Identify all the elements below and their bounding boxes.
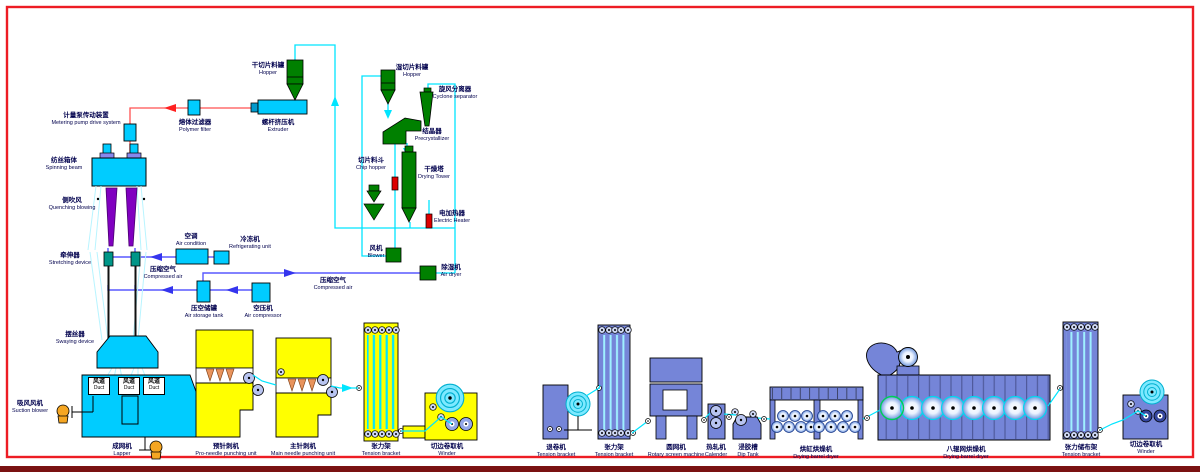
label-air-dryer: 除湿机 Air dryer <box>440 264 462 278</box>
label-calender: 热轧机 Calender <box>704 444 728 458</box>
spinneret-cones <box>96 187 146 247</box>
air-storage-tank-box <box>196 280 211 303</box>
label-precrystallizer: 结晶器 Precrystallizer <box>414 128 450 142</box>
melt-arrow <box>164 104 176 112</box>
label-swaying: 摆丝器 Swaying device <box>55 331 95 345</box>
dryer-exhaust-duct <box>866 342 910 377</box>
barrel-dryer-2-machine <box>866 342 1051 441</box>
swaying-device-shape <box>96 335 159 369</box>
dry-chip-hopper <box>286 59 304 101</box>
precrystallizer-shape <box>382 117 422 145</box>
drying-tower-shape <box>401 145 417 223</box>
label-rotary-screen: 圆网机 Rotary screen machine <box>647 444 705 458</box>
label-stretching: 牵伸器 Stretching device <box>48 252 92 266</box>
label-metering-pump: 计量泵传动装置 Metering pump drive system <box>51 112 121 126</box>
duct-box-1: 风道 Duct <box>88 377 110 395</box>
electric-heater-shape <box>425 213 433 229</box>
label-pre-needle: 预针刺机 Pro-needle punching unit <box>195 443 257 457</box>
label-suction-blower: 吸风风机 Suction blower <box>11 400 49 414</box>
main-needle-unit <box>275 337 338 438</box>
label-electric-heater: 电加热器 Electric Heater <box>433 210 471 224</box>
label-polymer-filter: 熔体过滤器 Polymer filter <box>178 119 212 133</box>
label-hopper-wet: 湿切片料罐 Hopper <box>395 64 429 78</box>
label-extruder: 螺杆挤压机 Extruder <box>261 119 295 133</box>
label-refrigerating: 冷冻机 Refrigerating unit <box>229 236 271 250</box>
label-air-compressor: 空压机 Air compressor <box>244 305 282 319</box>
duct-1-en: Duct <box>93 384 105 391</box>
air-dryer-box <box>419 265 437 281</box>
spinning-beam-machine <box>91 143 147 187</box>
duct-2-en: Duct <box>123 384 135 391</box>
label-cyclone: 旋风分离器 Cyclone separator <box>432 86 478 100</box>
blower-box <box>385 247 402 263</box>
tension-bracket-1-machine <box>356 322 404 442</box>
calender-machine <box>707 403 726 440</box>
label-blower: 风机 Blower <box>367 245 385 259</box>
label-unwinder: 退卷机 Tension bracket <box>536 444 576 458</box>
refrigerating-box <box>213 250 230 265</box>
label-hopper-dry: 干切片料罐 Hopper <box>251 62 285 76</box>
label-winder-2: 切边卷取机 Winder <box>1129 441 1163 455</box>
cyclone-separator-shape <box>419 87 434 127</box>
rotary-screen-machine-shape <box>649 357 703 440</box>
web-arrow-left <box>342 384 353 392</box>
air-arrows <box>150 253 296 294</box>
stretching-devices <box>103 251 141 348</box>
label-tension-bracket-3: 张力储布架 Tension bracket <box>1061 444 1101 458</box>
tension-bracket-3-machine <box>1057 321 1103 440</box>
label-tension-bracket-1: 张力架 Tension bracket <box>361 443 401 457</box>
barrel-dryer-1-machine <box>769 386 864 440</box>
duct-3-zh: 风道 <box>147 379 160 385</box>
label-dip-tank: 浸胶槽 Dip Tank <box>737 444 759 458</box>
unwinder-machine <box>542 384 592 440</box>
label-tension-bracket-2: 张力架 Tension bracket <box>594 444 634 458</box>
air-condition-box <box>175 248 209 265</box>
label-quenching: 侧吹风 Quenching blowing <box>48 197 96 211</box>
label-barrel-dryer-1: 烘缸烘燥机 Drying barrel dryer <box>793 446 839 460</box>
extruder-machine <box>250 99 308 115</box>
diagram-frame <box>0 5 1200 472</box>
label-drying-tower: 干燥塔 Drying Tower <box>418 166 450 180</box>
air-compressor-box <box>251 282 271 303</box>
label-winder-1: 切边卷取机 Winder <box>430 443 464 457</box>
pre-needle-unit <box>195 329 264 438</box>
wet-chip-hopper <box>380 69 396 105</box>
lapper-machine <box>71 374 211 451</box>
metering-pump-box <box>123 123 137 142</box>
polymer-filter-box <box>187 99 201 116</box>
chip-hopper-shape <box>363 184 385 221</box>
winder-2-machine <box>1122 379 1169 440</box>
label-lapper: 成网机 Lapper <box>112 443 132 457</box>
dip-tank-machine <box>731 408 762 440</box>
duct-box-2: 风道 Duct <box>118 377 140 395</box>
label-main-needle: 主针刺机 Main needle punching unit <box>270 443 336 457</box>
label-compressed-air-right: 压缩空气 Compressed air <box>313 277 353 291</box>
suction-blower-fan <box>56 404 70 424</box>
tension-bracket-2-machine <box>596 324 636 440</box>
label-compressed-air-left: 压缩空气 Compressed air <box>143 266 183 280</box>
chip-valve <box>391 176 399 191</box>
filament-lines <box>87 185 148 379</box>
winder-1-machine <box>402 383 478 441</box>
label-air-condition: 空调 Air condition <box>175 233 207 247</box>
label-chip-hopper: 切片料斗 Chip hopper <box>356 157 386 171</box>
duct-3-en: Duct <box>148 384 160 391</box>
duct-box-3: 风道 Duct <box>143 377 165 395</box>
label-air-storage: 压空储罐 Air storage tank <box>184 305 224 319</box>
duct-2-zh: 风道 <box>122 379 135 385</box>
label-spinning-beam: 纺丝箱体 Spinning beam <box>45 157 83 171</box>
label-barrel-dryer-2: 八辊网烘燥机 Drying barrel dryer <box>943 446 989 460</box>
duct-1-zh: 风道 <box>92 379 105 385</box>
lapper-bottom-fan <box>149 440 163 460</box>
